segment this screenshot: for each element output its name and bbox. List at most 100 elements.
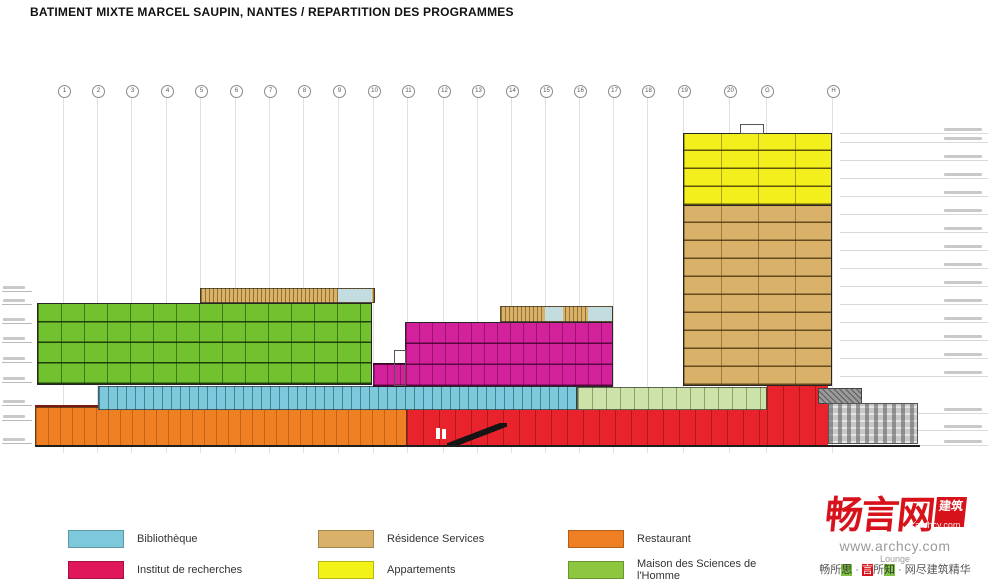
grid-line-3 [131,97,132,453]
level-mark-left [2,382,32,383]
level-label-left [3,377,25,380]
grid-line-13 [477,97,478,453]
level-label-left [3,286,25,289]
grid-line-8 [303,97,304,453]
grid-marker-14: 14 [506,85,519,98]
watermark-tagline-part: 言 [862,564,873,576]
level-mark-right [840,304,988,305]
level-mark-left [2,304,32,305]
level-mark-right [840,142,988,143]
level-mark-right [840,268,988,269]
level-label-left [3,357,25,360]
level-mark-right [840,133,988,134]
grid-marker-20: 20 [724,85,737,98]
watermark-tagline-part: 知 [884,564,895,576]
level-mark-right [840,160,988,161]
level-label-right [944,408,982,411]
grid-line-6 [235,97,236,453]
level-label-right [944,317,982,320]
grid-line-7 [269,97,270,453]
grid-marker-19: 19 [678,85,691,98]
level-mark-left [2,405,32,406]
grid-line-9 [338,97,339,453]
watermark: 畅言网 建筑 archcy.com www.archcy.com Lounge 畅… [793,495,997,576]
pale-green-band [577,387,767,410]
watermark-logo-text: 畅言网 [822,495,936,537]
legend-swatch [568,530,624,548]
grid-marker-7: 7 [264,85,277,98]
roof-pink-skylight-1 [545,307,563,321]
grid-marker-5: 5 [195,85,208,98]
page-title: BATIMENT MIXTE MARCEL SAUPIN, NANTES / R… [30,5,514,19]
level-mark-right [840,250,988,251]
grid-marker-10: 10 [368,85,381,98]
level-label-left [3,337,25,340]
ground-line [35,445,920,447]
level-label-right [944,299,982,302]
tower-appartements-floors [683,133,832,206]
level-mark-left [2,362,32,363]
level-mark-right [840,214,988,215]
grid-line-1 [63,97,64,453]
legend-item: Bibliothèque [68,530,318,548]
grid-marker-8: 8 [298,85,311,98]
grid-marker-6: 6 [230,85,243,98]
watermark-lounge: Lounge [879,554,911,564]
level-mark-right [840,376,988,377]
elevator-shaft [394,350,406,386]
watermark-logo-overlay: archcy.com [914,520,961,530]
grid-marker-G: G [761,85,774,98]
level-mark-left [2,420,32,421]
red-tower-base-block [767,386,828,446]
bibliotheque-band [98,386,577,410]
grid-marker-12: 12 [438,85,451,98]
level-label-right [944,209,982,212]
legend-item: Appartements [318,561,568,579]
level-mark-left [2,323,32,324]
watermark-tagline-part: · 网尽建筑精华 [895,564,971,576]
grid-marker-18: 18 [642,85,655,98]
grid-marker-4: 4 [161,85,174,98]
level-label-right [944,353,982,356]
institut-block [405,322,613,387]
legend-item-label: Résidence Services [387,533,485,545]
legend-item: Maison des Sciences de l'Homme [568,558,768,582]
level-mark-right [840,358,988,359]
staircase [447,423,507,446]
grid-line-2 [97,97,98,453]
grid-marker-17: 17 [608,85,621,98]
legend-swatch [68,530,124,548]
tower-residence-floors [683,205,832,386]
grid-line-16 [579,97,580,453]
grid-marker-16: 16 [574,85,587,98]
grid-line-18 [647,97,648,453]
level-label-left [3,400,25,403]
grid-marker-9: 9 [333,85,346,98]
level-label-right [944,173,982,176]
level-mark-right [840,322,988,323]
level-label-right [944,371,982,374]
stair-figure-2 [442,429,446,439]
grid-line-17 [613,97,614,453]
level-label-right [944,335,982,338]
watermark-logo: 畅言网 建筑 archcy.com [793,495,997,537]
legend-item: Restaurant [568,530,768,548]
level-label-right [944,245,982,248]
tower-roof-stub [740,124,764,134]
legend-item-label: Bibliothèque [137,533,198,545]
level-mark-left [2,443,32,444]
legend-item-label: Appartements [387,564,456,576]
level-label-right [944,128,982,131]
level-mark-right [840,340,988,341]
roof-left-strip [200,288,375,303]
legend-item: Institut de recherches [68,561,318,579]
gray-dark-block [818,388,862,404]
level-label-right [944,137,982,140]
level-label-right [944,281,982,284]
restaurant-block [35,407,407,447]
legend-swatch [568,561,624,579]
watermark-tagline-part: · [852,564,862,576]
legend: Bibliothèque Résidence Services Restaurant… [68,530,768,582]
legend-swatch [318,530,374,548]
